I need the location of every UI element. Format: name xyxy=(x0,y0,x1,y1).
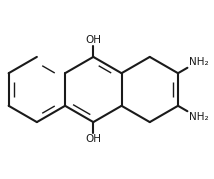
Text: OH: OH xyxy=(85,35,101,45)
Text: NH₂: NH₂ xyxy=(189,112,209,122)
Text: OH: OH xyxy=(85,134,101,144)
Text: NH₂: NH₂ xyxy=(189,57,209,67)
